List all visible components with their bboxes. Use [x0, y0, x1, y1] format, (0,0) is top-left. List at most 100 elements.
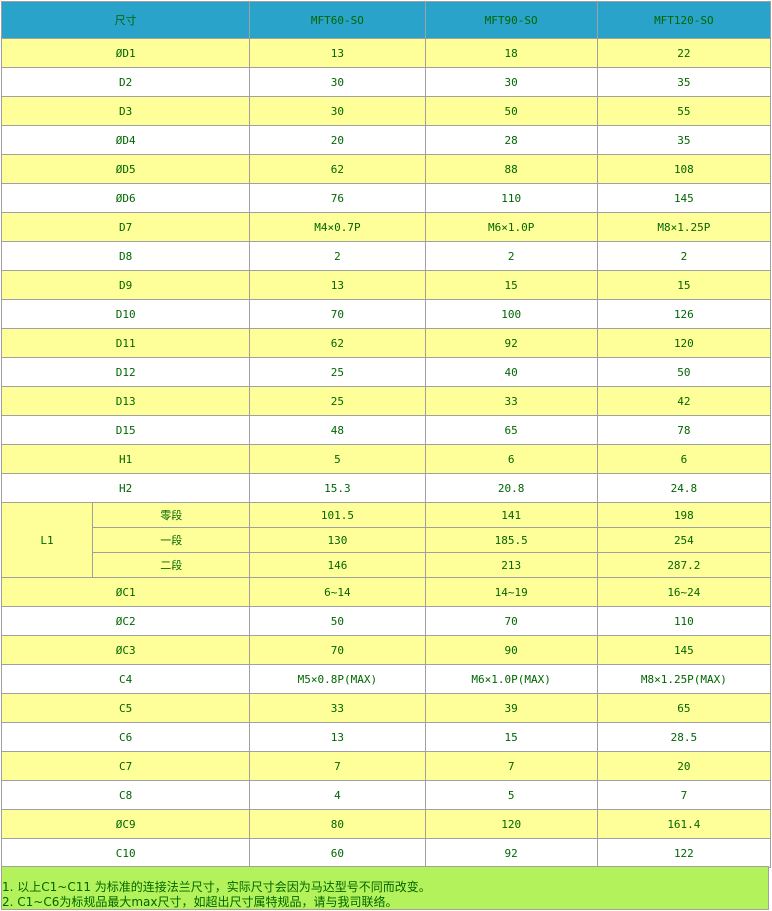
row-value: 65	[596, 693, 772, 723]
row-value: 30	[424, 67, 598, 97]
row-value: 15	[424, 270, 598, 300]
row-label: C10	[0, 838, 251, 868]
row-value: M5×0.8P(MAX)	[249, 664, 426, 694]
row-value: 50	[249, 606, 426, 636]
row-value: 110	[596, 606, 772, 636]
table-row: ØD1 13 18 22	[0, 38, 772, 68]
dimension-table: 尺寸 MFT60-SO MFT90-SO MFT120-SO ØD1 13 18 22…	[0, 1, 772, 868]
table-row: D2 30 30 35	[0, 67, 772, 97]
row-label: L1	[0, 502, 94, 578]
row-label: D15	[0, 415, 251, 445]
row-value: 254	[596, 527, 772, 553]
row-value: 92	[424, 838, 598, 868]
row-value: 50	[424, 96, 598, 126]
row-value: 42	[596, 386, 772, 416]
row-label: C5	[0, 693, 251, 723]
row-value: 18	[424, 38, 598, 68]
row-value: 4	[249, 780, 426, 810]
row-value: 33	[424, 386, 598, 416]
header-mft120: MFT120-SO	[596, 1, 772, 39]
row-label: C7	[0, 751, 251, 781]
header-row: 尺寸 MFT60-SO MFT90-SO MFT120-SO	[0, 1, 772, 39]
table-row: ØC9 80 120 161.4	[0, 809, 772, 839]
row-value: 33	[249, 693, 426, 723]
row-value: 39	[424, 693, 598, 723]
row-sublabel: 一段	[92, 527, 251, 553]
row-value: 40	[424, 357, 598, 387]
row-value: 120	[596, 328, 772, 358]
row-value: 62	[249, 154, 426, 184]
row-label: C4	[0, 664, 251, 694]
table-row: C7 7 7 20	[0, 751, 772, 781]
row-value: 35	[596, 67, 772, 97]
row-value: 70	[249, 635, 426, 665]
row-value: 161.4	[596, 809, 772, 839]
row-value: 25	[249, 386, 426, 416]
row-value: M6×1.0P(MAX)	[424, 664, 598, 694]
table-row: D8 2 2 2	[0, 241, 772, 271]
table-row: D10 70 100 126	[0, 299, 772, 329]
row-value: 30	[249, 96, 426, 126]
row-value: 185.5	[424, 527, 598, 553]
row-value: 25	[249, 357, 426, 387]
row-value: M8×1.25P	[596, 212, 772, 242]
row-value: 2	[596, 241, 772, 271]
row-label: ØD4	[0, 125, 251, 155]
row-value: 7	[596, 780, 772, 810]
row-label: D3	[0, 96, 251, 126]
row-label: ØC3	[0, 635, 251, 665]
row-value: 48	[249, 415, 426, 445]
row-value: 35	[596, 125, 772, 155]
row-value: 65	[424, 415, 598, 445]
row-value: 6~14	[249, 577, 426, 607]
table-row: D7 M4×0.7P M6×1.0P M8×1.25P	[0, 212, 772, 242]
table-row: D11 62 92 120	[0, 328, 772, 358]
row-sublabel: 零段	[92, 502, 251, 528]
row-value: 130	[249, 527, 426, 553]
row-sublabel: 二段	[92, 552, 251, 578]
row-value: M4×0.7P	[249, 212, 426, 242]
row-value: 92	[424, 328, 598, 358]
row-value: 70	[424, 606, 598, 636]
row-label: H1	[0, 444, 251, 474]
row-value: 76	[249, 183, 426, 213]
row-label: D11	[0, 328, 251, 358]
table-row: C5 33 39 65	[0, 693, 772, 723]
row-value: 122	[596, 838, 772, 868]
header-mft60: MFT60-SO	[249, 1, 426, 39]
row-value: 50	[596, 357, 772, 387]
row-value: 126	[596, 299, 772, 329]
row-value: 15	[596, 270, 772, 300]
row-value: M8×1.25P(MAX)	[596, 664, 772, 694]
table-row: D3 30 50 55	[0, 96, 772, 126]
note-1: 1. 以上C1~C11 为标准的连接法兰尺寸，实际尺寸会因为马达型号不同而改变。	[2, 880, 431, 894]
header-dimension: 尺寸	[0, 1, 251, 39]
row-label: D2	[0, 67, 251, 97]
row-value: 70	[249, 299, 426, 329]
table-row: D12 25 40 50	[0, 357, 772, 387]
row-label: ØD1	[0, 38, 251, 68]
row-label: ØD6	[0, 183, 251, 213]
row-value: 198	[596, 502, 772, 528]
row-value: 24.8	[596, 473, 772, 503]
row-value: 146	[249, 552, 426, 578]
row-label: C8	[0, 780, 251, 810]
table-row: C6 13 15 28.5	[0, 722, 772, 752]
row-label: ØC2	[0, 606, 251, 636]
row-value: 14~19	[424, 577, 598, 607]
row-label: D10	[0, 299, 251, 329]
row-value: 110	[424, 183, 598, 213]
row-label: D9	[0, 270, 251, 300]
row-value: 28.5	[596, 722, 772, 752]
row-value: 80	[249, 809, 426, 839]
row-value: 7	[424, 751, 598, 781]
row-value: 62	[249, 328, 426, 358]
row-value: 108	[596, 154, 772, 184]
notes: 1. 以上C1~C11 为标准的连接法兰尺寸，实际尺寸会因为马达型号不同而改变。…	[1, 866, 769, 910]
table-row: D13 25 33 42	[0, 386, 772, 416]
row-value: 6	[424, 444, 598, 474]
row-value: 20	[596, 751, 772, 781]
header-mft90: MFT90-SO	[424, 1, 598, 39]
row-value: 13	[249, 270, 426, 300]
row-label: D8	[0, 241, 251, 271]
